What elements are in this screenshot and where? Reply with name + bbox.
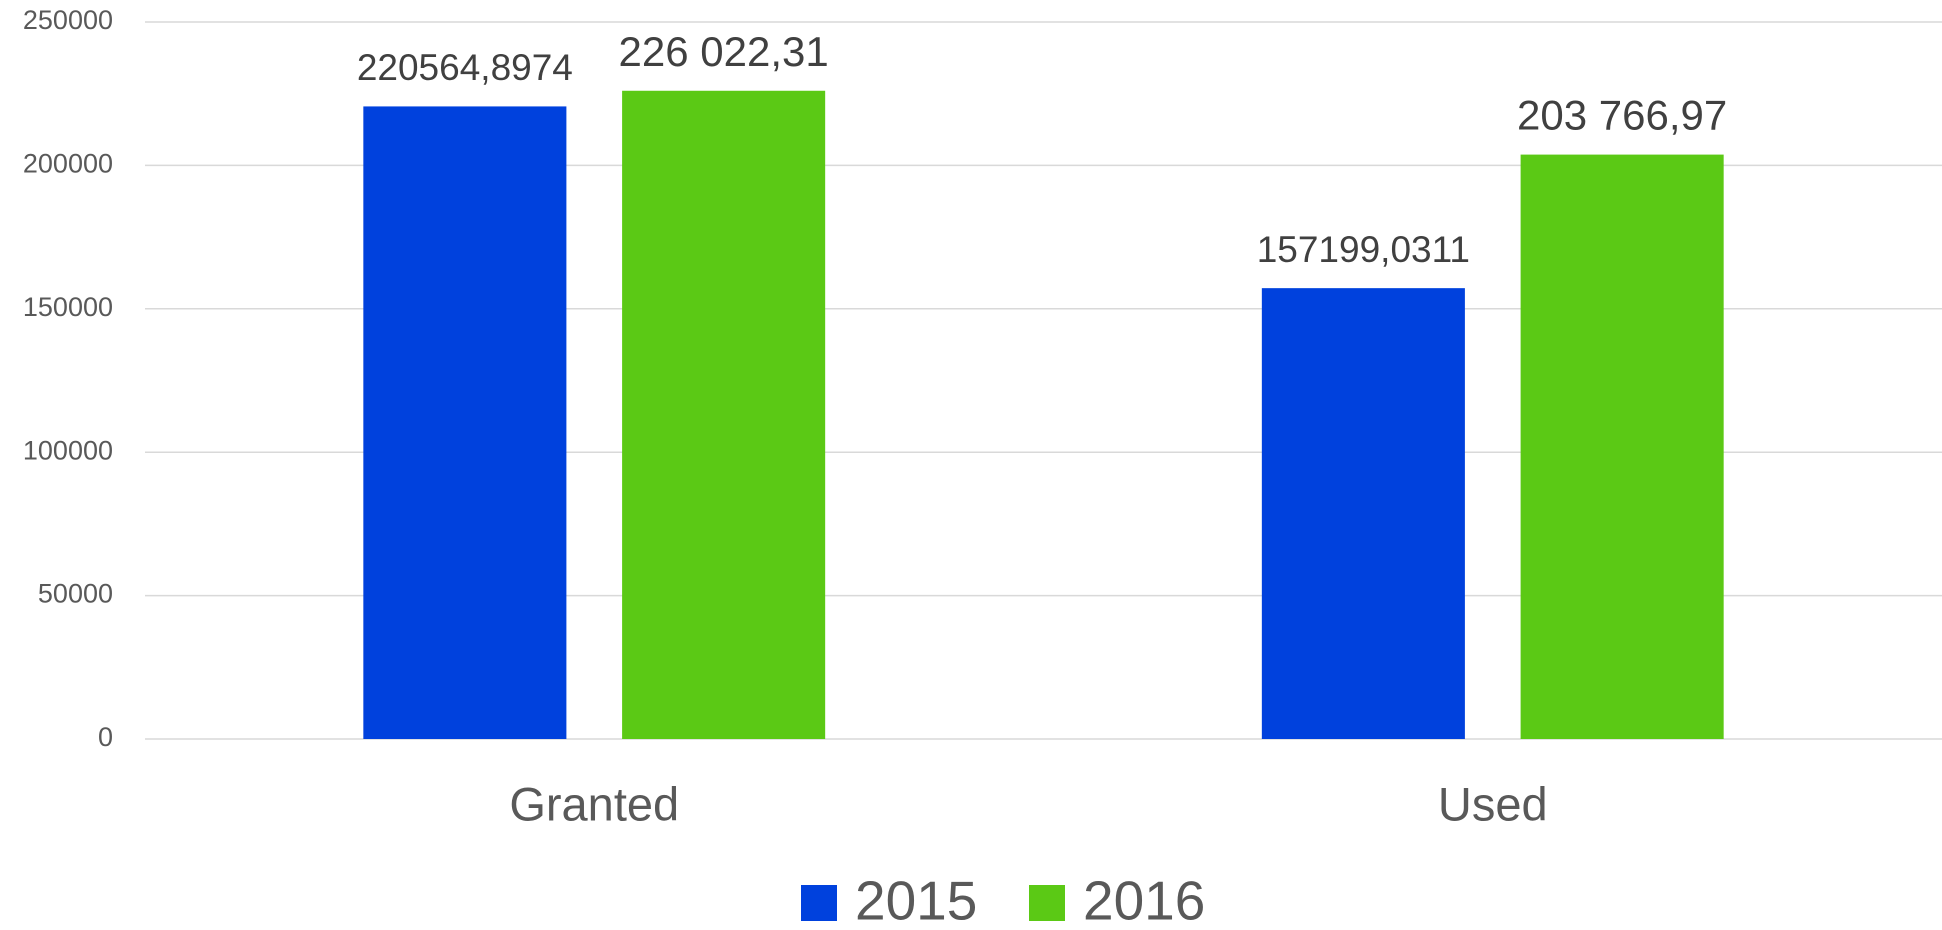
value-label: 203 766,97 (1517, 92, 1727, 139)
y-tick-label: 100000 (23, 435, 113, 465)
value-label: 157199,0311 (1257, 229, 1470, 270)
value-label: 226 022,31 (619, 28, 829, 75)
bar (363, 106, 567, 740)
legend-swatch (801, 885, 837, 921)
legend-label: 2016 (1083, 870, 1205, 930)
x-tick-label: Used (1438, 777, 1548, 830)
x-tick-label: Granted (509, 777, 679, 830)
legend-label: 2015 (855, 870, 977, 930)
y-tick-label: 0 (98, 722, 113, 752)
value-label: 220564,8974 (357, 47, 573, 88)
bar (1261, 288, 1465, 739)
y-tick-label: 200000 (23, 149, 113, 179)
legend-swatch (1029, 885, 1065, 921)
bar (1520, 154, 1724, 740)
bar (622, 90, 826, 740)
y-tick-label: 250000 (23, 5, 113, 35)
y-tick-label: 150000 (23, 292, 113, 322)
y-tick-label: 50000 (38, 579, 113, 609)
